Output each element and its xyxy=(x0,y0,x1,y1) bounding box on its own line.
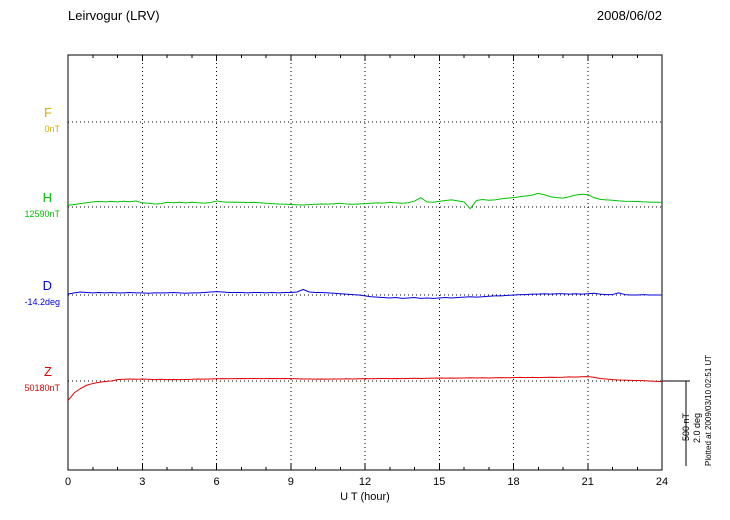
x-tick-label-6: 6 xyxy=(213,476,220,488)
channel-letter-F: F xyxy=(44,105,52,120)
x-tick-label-15: 15 xyxy=(433,476,446,488)
x-tick-label-12: 12 xyxy=(358,476,372,488)
channel-baseline-value-H: 12590nT xyxy=(24,209,60,219)
plotted-at-note: Plotted at 2009/03/10 02:51 UT xyxy=(704,354,713,466)
trace-Z xyxy=(67,376,663,401)
station-title: Leirvogur (LRV) xyxy=(68,8,160,23)
x-tick-label-21: 21 xyxy=(581,476,594,488)
channel-letter-Z: Z xyxy=(44,364,52,379)
channel-letter-H: H xyxy=(42,190,52,205)
scalebar-deg-label: 2.0 deg xyxy=(692,412,702,443)
channel-baseline-value-F: 0nT xyxy=(44,124,60,134)
x-tick-label-18: 18 xyxy=(507,476,520,488)
x-tick-label-0: 0 xyxy=(64,476,72,488)
channel-baseline-value-Z: 50180nT xyxy=(24,383,60,393)
channel-baseline-value-D: -14.2deg xyxy=(24,297,60,307)
x-tick-label-3: 3 xyxy=(139,476,146,488)
trace-H xyxy=(67,192,663,210)
x-tick-label-24: 24 xyxy=(655,476,669,488)
scalebar-nt-label: 500 nT xyxy=(681,412,691,441)
trace-D xyxy=(67,288,662,299)
x-tick-label-9: 9 xyxy=(287,476,294,488)
date-label: 2008/06/02 xyxy=(596,8,662,23)
channel-letter-D: D xyxy=(42,278,52,293)
x-axis-title: U T (hour) xyxy=(340,491,390,503)
